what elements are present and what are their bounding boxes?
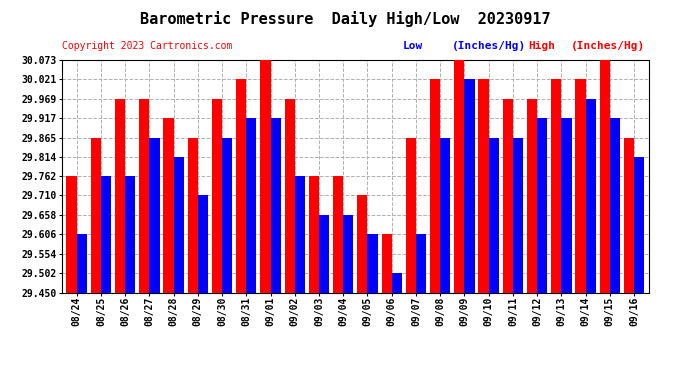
Bar bbox=[624, 138, 634, 292]
Bar bbox=[236, 80, 246, 292]
Bar bbox=[551, 80, 562, 292]
Bar bbox=[406, 138, 416, 292]
Bar bbox=[464, 80, 475, 292]
Bar bbox=[319, 215, 329, 292]
Bar bbox=[368, 234, 377, 292]
Bar bbox=[90, 138, 101, 292]
Bar bbox=[562, 118, 571, 292]
Bar bbox=[270, 118, 281, 292]
Bar bbox=[600, 60, 610, 292]
Bar bbox=[527, 99, 537, 292]
Bar bbox=[503, 99, 513, 292]
Bar bbox=[139, 99, 149, 292]
Bar bbox=[309, 176, 319, 292]
Bar bbox=[125, 176, 135, 292]
Bar bbox=[343, 215, 353, 292]
Bar bbox=[188, 138, 198, 292]
Bar bbox=[586, 99, 595, 292]
Bar bbox=[489, 138, 499, 292]
Bar bbox=[454, 60, 464, 292]
Bar bbox=[260, 60, 270, 292]
Text: Copyright 2023 Cartronics.com: Copyright 2023 Cartronics.com bbox=[62, 41, 233, 51]
Bar bbox=[284, 99, 295, 292]
Bar bbox=[382, 234, 392, 292]
Bar bbox=[295, 176, 305, 292]
Text: High: High bbox=[529, 41, 555, 51]
Bar bbox=[198, 195, 208, 292]
Bar bbox=[115, 99, 125, 292]
Text: Barometric Pressure  Daily High/Low  20230917: Barometric Pressure Daily High/Low 20230… bbox=[139, 11, 551, 27]
Bar bbox=[537, 118, 547, 292]
Bar bbox=[212, 99, 222, 292]
Text: (Inches/Hg): (Inches/Hg) bbox=[571, 41, 645, 51]
Bar bbox=[77, 234, 87, 292]
Bar bbox=[513, 138, 523, 292]
Bar bbox=[478, 80, 489, 292]
Bar bbox=[246, 118, 257, 292]
Text: Low: Low bbox=[402, 41, 422, 51]
Text: (Inches/Hg): (Inches/Hg) bbox=[452, 41, 526, 51]
Bar bbox=[392, 273, 402, 292]
Bar bbox=[634, 157, 644, 292]
Bar bbox=[222, 138, 233, 292]
Bar bbox=[174, 157, 184, 292]
Bar bbox=[164, 118, 174, 292]
Bar bbox=[610, 118, 620, 292]
Bar bbox=[101, 176, 111, 292]
Bar bbox=[357, 195, 368, 292]
Bar bbox=[149, 138, 159, 292]
Bar bbox=[416, 234, 426, 292]
Bar bbox=[575, 80, 586, 292]
Bar bbox=[430, 80, 440, 292]
Bar bbox=[440, 138, 451, 292]
Bar bbox=[333, 176, 343, 292]
Bar bbox=[66, 176, 77, 292]
